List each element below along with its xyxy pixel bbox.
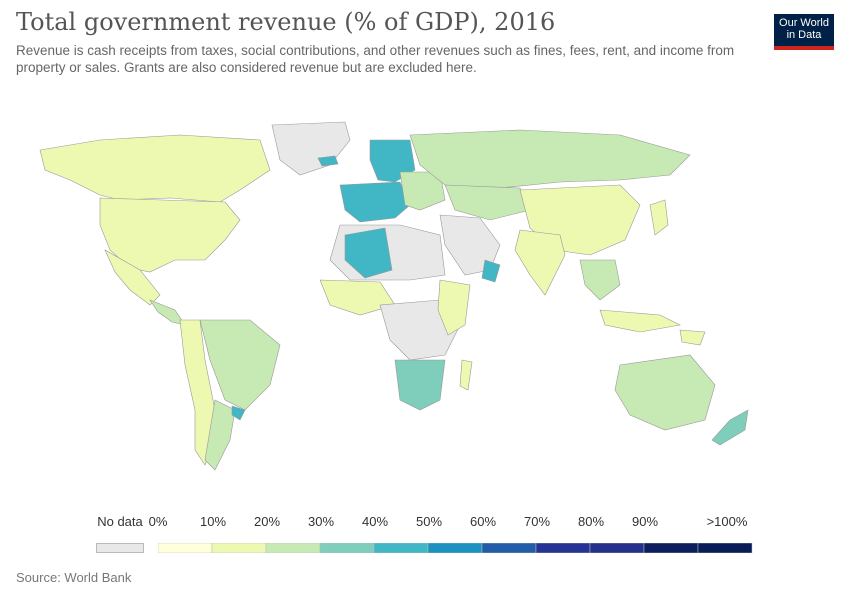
legend-label: 20%	[253, 514, 281, 529]
legend-no-data-label: No data	[97, 514, 143, 529]
region-new-zealand	[711, 409, 749, 446]
region-usa	[99, 197, 241, 273]
legend-label: 90%	[631, 514, 659, 529]
chart-subtitle: Revenue is cash receipts from taxes, soc…	[16, 43, 735, 75]
region-west-africa	[319, 279, 396, 316]
legend-label: 10%	[199, 514, 227, 529]
legend-bin[interactable]	[427, 543, 483, 553]
legend-label: 0%	[148, 514, 168, 529]
legend-bin[interactable]	[211, 543, 267, 553]
region-uruguay	[231, 405, 246, 421]
region-east-africa	[437, 279, 471, 336]
region-central-asia	[444, 184, 531, 221]
logo-line-1: Our World	[779, 17, 829, 29]
legend-bin[interactable]	[643, 543, 699, 553]
region-india	[514, 229, 566, 296]
region-mexico	[104, 249, 161, 306]
legend-label: 60%	[469, 514, 497, 529]
legend-bin[interactable]	[319, 543, 375, 553]
legend-bin[interactable]	[265, 543, 321, 553]
legend-bin[interactable]	[535, 543, 591, 553]
legend-bin[interactable]	[481, 543, 537, 553]
legend-bin[interactable]	[373, 543, 429, 553]
region-southern-africa	[394, 359, 446, 411]
region-japan	[649, 199, 669, 236]
region-oman	[481, 259, 501, 283]
legend-label: 80%	[577, 514, 605, 529]
legend-bin[interactable]	[697, 543, 753, 553]
region-western-europe	[339, 181, 411, 223]
legend-no-data-swatch[interactable]	[96, 543, 144, 553]
region-central-america	[149, 299, 186, 326]
region-brazil	[199, 319, 281, 411]
region-argentina	[204, 399, 236, 471]
legend-bin[interactable]	[589, 543, 645, 553]
legend-labels: No data 0% 10% 20% 30% 40% 50% 60% 70% 8…	[0, 514, 850, 534]
region-algeria	[344, 227, 393, 279]
region-iceland	[317, 155, 339, 167]
region-greenland	[271, 121, 351, 176]
legend-bin[interactable]	[158, 543, 213, 553]
legend-label: >100%	[706, 514, 748, 529]
legend-label: 40%	[361, 514, 389, 529]
legend-label: 70%	[523, 514, 551, 529]
legend-label: 30%	[307, 514, 335, 529]
region-madagascar	[459, 359, 473, 391]
logo-line-2: in Data	[786, 29, 822, 41]
legend-color-bar[interactable]	[158, 543, 754, 553]
region-russia	[409, 129, 691, 189]
region-png	[679, 329, 706, 346]
world-map[interactable]	[0, 110, 850, 510]
region-australia	[614, 354, 716, 431]
chart-title: Total government revenue (% of GDP), 201…	[16, 8, 556, 36]
source-note[interactable]: Source: World Bank	[16, 570, 132, 585]
legend-label: 50%	[415, 514, 443, 529]
region-canada	[39, 134, 271, 203]
owid-logo[interactable]: Our World in Data	[774, 14, 834, 50]
region-se-asia	[579, 259, 621, 301]
region-indonesia	[599, 309, 681, 333]
